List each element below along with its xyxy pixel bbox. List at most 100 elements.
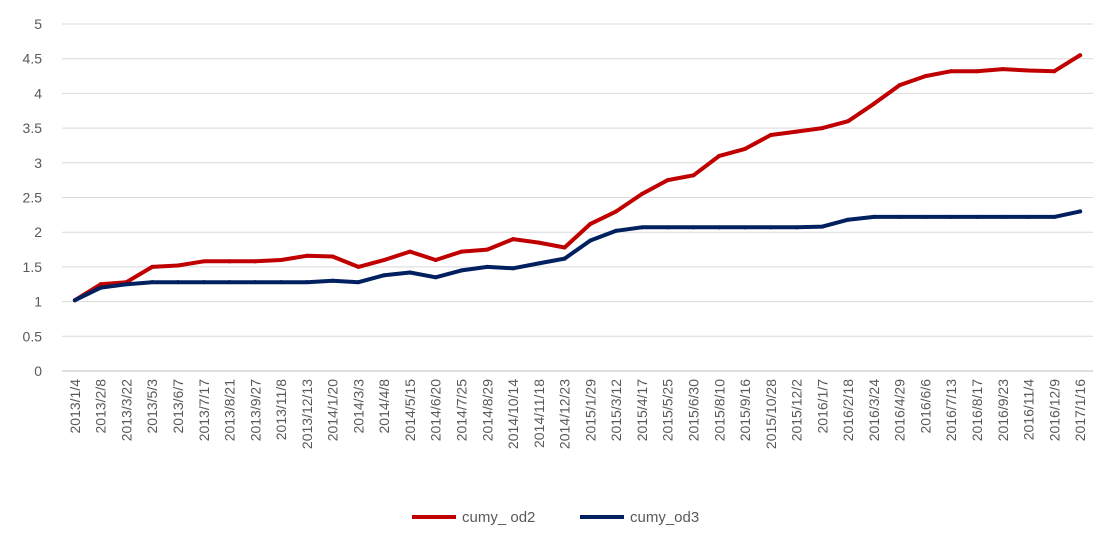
data-point <box>1026 68 1031 73</box>
x-tick-label: 2013/7/17 <box>196 379 212 441</box>
data-point <box>1052 69 1057 74</box>
data-point <box>150 280 155 285</box>
x-tick-label: 2014/5/15 <box>402 379 418 441</box>
x-tick-label: 2015/3/12 <box>608 379 624 441</box>
data-point <box>485 264 490 269</box>
data-point <box>279 280 284 285</box>
data-point <box>691 173 696 178</box>
data-point <box>201 280 206 285</box>
x-tick-label: 2016/7/13 <box>943 379 959 441</box>
data-point <box>975 69 980 74</box>
y-tick-label: 3 <box>34 155 42 171</box>
x-tick-label: 2016/11/4 <box>1021 379 1037 440</box>
data-point <box>717 153 722 158</box>
data-point <box>253 259 258 264</box>
data-point <box>382 273 387 278</box>
legend: cumy_ od2 cumy_od3 <box>412 509 699 526</box>
x-tick-label: 2017/1/16 <box>1072 379 1088 441</box>
data-point <box>768 225 773 230</box>
y-tick-label: 2 <box>34 224 42 240</box>
x-tick-label: 2014/7/25 <box>454 379 470 441</box>
y-tick-label: 0 <box>34 363 42 379</box>
x-tick-label: 2015/8/10 <box>711 379 727 441</box>
x-tick-label: 2013/6/7 <box>170 379 186 434</box>
data-point <box>536 240 541 245</box>
x-tick-label: 2014/3/3 <box>350 379 366 434</box>
data-point <box>897 83 902 88</box>
data-point <box>588 221 593 226</box>
x-tick-label: 2015/1/29 <box>582 379 598 441</box>
data-point <box>175 263 180 268</box>
data-point <box>1052 214 1057 219</box>
x-tick-label: 2014/11/18 <box>531 379 547 448</box>
data-point <box>665 225 670 230</box>
data-point <box>227 280 232 285</box>
y-tick-label: 0.5 <box>23 328 43 344</box>
gridlines <box>62 23 1093 372</box>
data-point <box>330 254 335 259</box>
x-tick-label: 2016/9/23 <box>995 379 1011 441</box>
data-point <box>949 214 954 219</box>
x-tick-label: 2014/1/20 <box>325 379 341 441</box>
data-point <box>330 278 335 283</box>
x-tick-label: 2013/8/21 <box>222 379 238 441</box>
data-point <box>743 146 748 151</box>
data-point <box>356 280 361 285</box>
data-point <box>98 282 103 287</box>
x-tick-label: 2016/3/24 <box>866 379 882 441</box>
x-tick-label: 2013/1/4 <box>67 379 83 434</box>
data-point <box>1026 214 1031 219</box>
data-point <box>1078 209 1083 214</box>
data-point <box>923 214 928 219</box>
x-tick-label: 2016/2/18 <box>840 379 856 441</box>
y-tick-label: 5 <box>34 16 42 32</box>
data-point <box>846 119 851 124</box>
data-point <box>227 259 232 264</box>
data-point <box>459 268 464 273</box>
legend-label: cumy_ od2 <box>462 509 535 526</box>
data-point <box>1078 53 1083 58</box>
data-point <box>562 256 567 261</box>
y-tick-label: 1.5 <box>23 259 43 275</box>
data-point <box>536 261 541 266</box>
y-tick-label: 2.5 <box>23 190 43 206</box>
x-tick-label: 2015/4/17 <box>634 379 650 441</box>
data-point <box>846 217 851 222</box>
data-point <box>614 228 619 233</box>
x-tick-label: 2013/3/22 <box>118 379 134 441</box>
x-tick-label: 2015/6/30 <box>685 379 701 441</box>
data-point <box>588 238 593 243</box>
data-point <box>72 298 77 303</box>
data-point <box>1000 67 1005 72</box>
x-tick-label: 2015/12/2 <box>789 379 805 441</box>
data-point <box>201 259 206 264</box>
data-point <box>304 280 309 285</box>
data-point <box>356 264 361 269</box>
data-point <box>639 192 644 197</box>
data-point <box>871 101 876 106</box>
legend-label: cumy_od3 <box>630 509 699 526</box>
x-tick-label: 2013/2/8 <box>93 379 109 434</box>
data-point <box>794 225 799 230</box>
data-point <box>433 257 438 262</box>
y-axis-tick-labels: 0 0.5 1 1.5 2 2.5 3 3.5 4 4.5 5 <box>23 16 43 379</box>
data-point <box>923 74 928 79</box>
data-point <box>949 69 954 74</box>
x-tick-label: 2016/8/17 <box>969 379 985 441</box>
data-point <box>511 237 516 242</box>
data-point <box>794 129 799 134</box>
x-tick-label: 2013/5/3 <box>144 379 160 434</box>
data-point <box>382 257 387 262</box>
data-point <box>665 178 670 183</box>
data-point <box>871 214 876 219</box>
x-axis-tick-labels: 2013/1/4 2013/2/8 2013/3/22 2013/5/3 2013/6/… <box>67 379 1088 449</box>
x-tick-label: 2016/6/6 <box>917 379 933 434</box>
y-tick-label: 3.5 <box>23 120 43 136</box>
y-tick-label: 4 <box>34 85 42 101</box>
data-point <box>407 249 412 254</box>
data-point <box>820 126 825 131</box>
data-point <box>820 224 825 229</box>
x-tick-label: 2014/8/29 <box>479 379 495 441</box>
x-tick-label: 2013/12/13 <box>299 379 315 449</box>
